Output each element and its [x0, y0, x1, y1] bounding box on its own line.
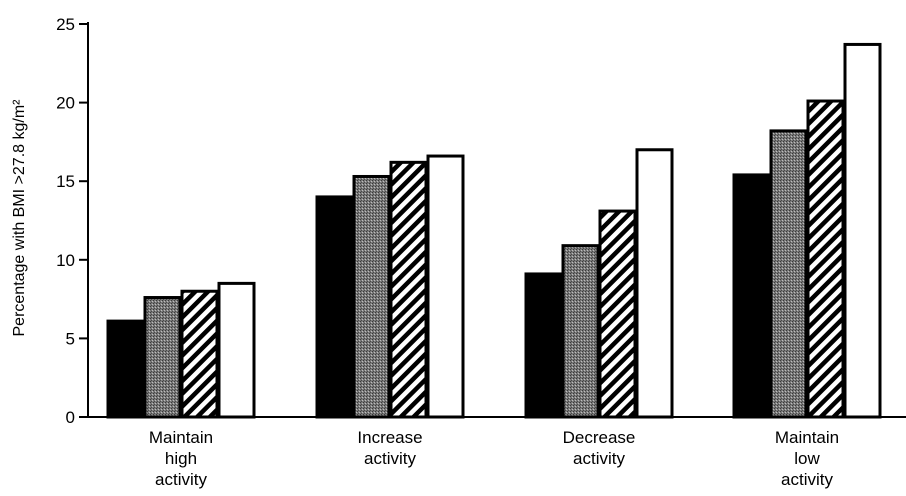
bar-1-series-3 — [180, 289, 219, 419]
category-label-line: Decrease — [563, 428, 636, 447]
category-label-line: activity — [573, 449, 625, 468]
y-tick-label: 5 — [66, 329, 75, 348]
bar-3-series-4 — [635, 148, 674, 419]
category-label-line: activity — [364, 449, 416, 468]
bar-1-series-4 — [217, 281, 256, 419]
bar-4-series-3 — [806, 99, 845, 419]
category-label: Decrease activity — [563, 428, 636, 468]
category-label: Maintain low activity — [775, 428, 839, 489]
bar-2-series-3 — [389, 160, 428, 419]
y-axis-title-group: Percentage with BMI >27.8 kg/m² — [11, 99, 28, 337]
category-label-line: Increase — [357, 428, 422, 447]
category-label-line: activity — [781, 470, 833, 489]
category-label: Increase activity — [357, 428, 422, 468]
category-label: Maintain high activity — [149, 428, 213, 489]
bar-3-series-2 — [561, 244, 600, 419]
bar-4-series-4 — [843, 42, 882, 419]
bars — [106, 42, 882, 419]
category-label-line: Maintain — [775, 428, 839, 447]
bar-1-series-2 — [143, 296, 182, 419]
y-tick-label: 15 — [56, 172, 75, 191]
y-tick-label: 25 — [56, 15, 75, 34]
bar-4-series-1 — [732, 173, 771, 419]
bar-3-series-1 — [524, 272, 563, 419]
bar-2-series-2 — [352, 174, 391, 419]
y-tick-label: 10 — [56, 251, 75, 270]
bar-3-series-3 — [598, 209, 637, 419]
y-tick-label: 0 — [66, 408, 75, 427]
bar-1-series-1 — [106, 319, 145, 419]
bar-2-series-4 — [426, 154, 465, 419]
y-axis-title: Percentage with BMI >27.8 kg/m² — [11, 99, 28, 337]
y-tick-label: 20 — [56, 94, 75, 113]
bar-2-series-1 — [315, 195, 354, 419]
bar-4-series-2 — [769, 129, 808, 419]
category-label-line: activity — [155, 470, 207, 489]
category-label-line: Maintain — [149, 428, 213, 447]
category-label-line: high — [165, 449, 197, 468]
category-label-line: low — [794, 449, 820, 468]
y-ticks: 0 5 10 15 20 25 — [56, 15, 88, 427]
